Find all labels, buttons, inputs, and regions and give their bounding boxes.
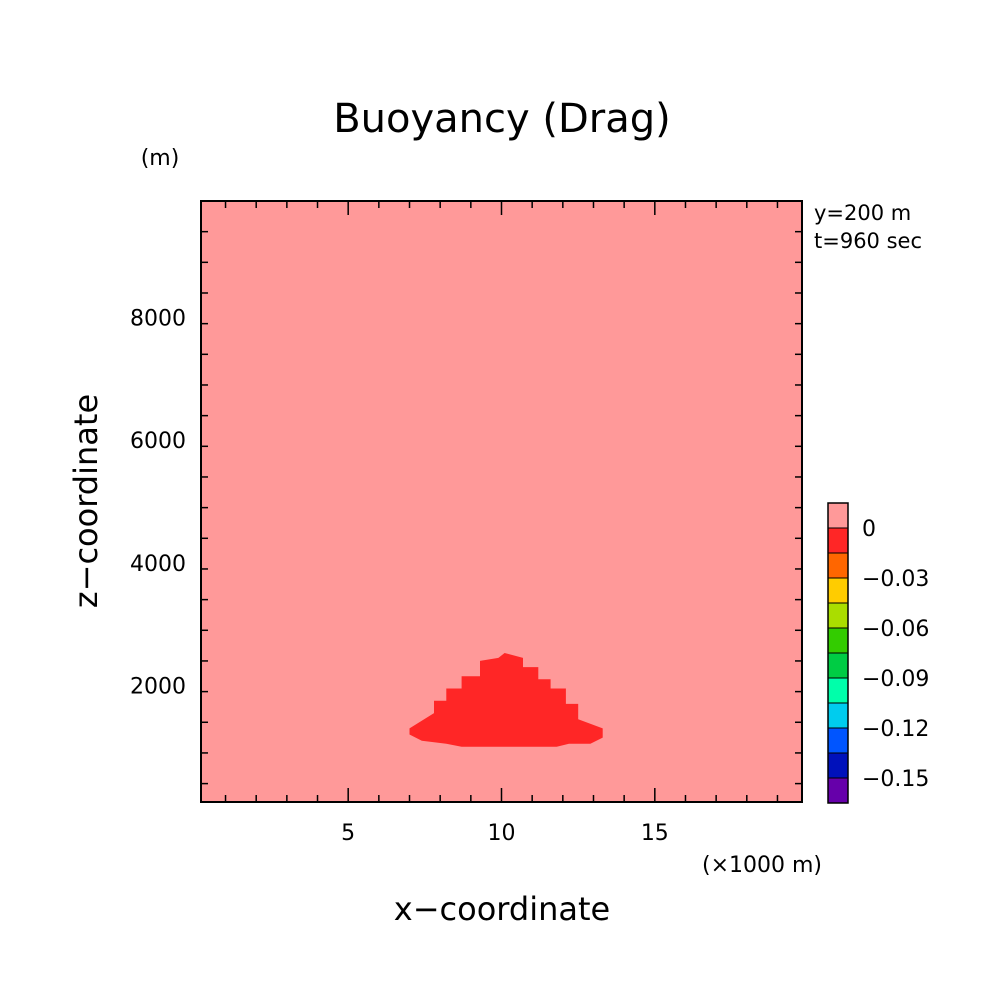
chart-title: Buoyancy (Drag): [333, 96, 671, 142]
annotation-y-position: y=200 m: [814, 201, 911, 225]
colorbar-swatch: [827, 702, 849, 729]
colorbar-swatch: [827, 602, 849, 629]
colorbar-label: −0.03: [862, 567, 929, 592]
colorbar-label: −0.12: [862, 717, 929, 742]
annotation-time: t=960 sec: [814, 229, 922, 253]
x-tick-label: 10: [488, 821, 516, 846]
colorbar-swatch: [827, 552, 849, 579]
plot-area: [200, 200, 803, 803]
colorbar-label: −0.15: [862, 767, 929, 792]
colorbar: 0 −0.03 −0.06 −0.09 −0.12 −0.15: [827, 502, 929, 804]
y-axis-label: z−coordinate: [67, 394, 105, 608]
colorbar-swatch: [827, 752, 849, 779]
x-axis-unit: (×1000 m): [702, 853, 822, 878]
colorbar-label: −0.09: [862, 667, 929, 692]
x-tick-label: 5: [341, 821, 355, 846]
x-axis: 5 10 15: [224, 201, 779, 846]
colorbar-swatch: [827, 677, 849, 704]
colorbar-frame: [827, 502, 849, 804]
colorbar-swatch: [827, 577, 849, 604]
colorbar-swatch: [827, 502, 849, 529]
y-axis: 2000 4000 6000 8000: [130, 230, 802, 785]
colorbar-swatch: [827, 652, 849, 679]
y-axis-unit: (m): [141, 146, 180, 171]
colorbar-swatch: [827, 727, 849, 754]
buoyancy-anomaly-region: [409, 653, 603, 747]
colorbar-swatch: [827, 777, 849, 804]
colorbar-label: −0.06: [862, 617, 929, 642]
colorbar-swatch: [827, 527, 849, 554]
y-tick-label: 4000: [130, 552, 186, 577]
colorbar-swatch: [827, 627, 849, 654]
x-tick-label: 15: [641, 821, 669, 846]
colorbar-label: 0: [862, 517, 876, 542]
x-axis-label: x−coordinate: [394, 890, 610, 928]
y-tick-label: 6000: [130, 429, 186, 454]
y-tick-label: 2000: [130, 674, 186, 699]
y-tick-label: 8000: [130, 307, 186, 332]
